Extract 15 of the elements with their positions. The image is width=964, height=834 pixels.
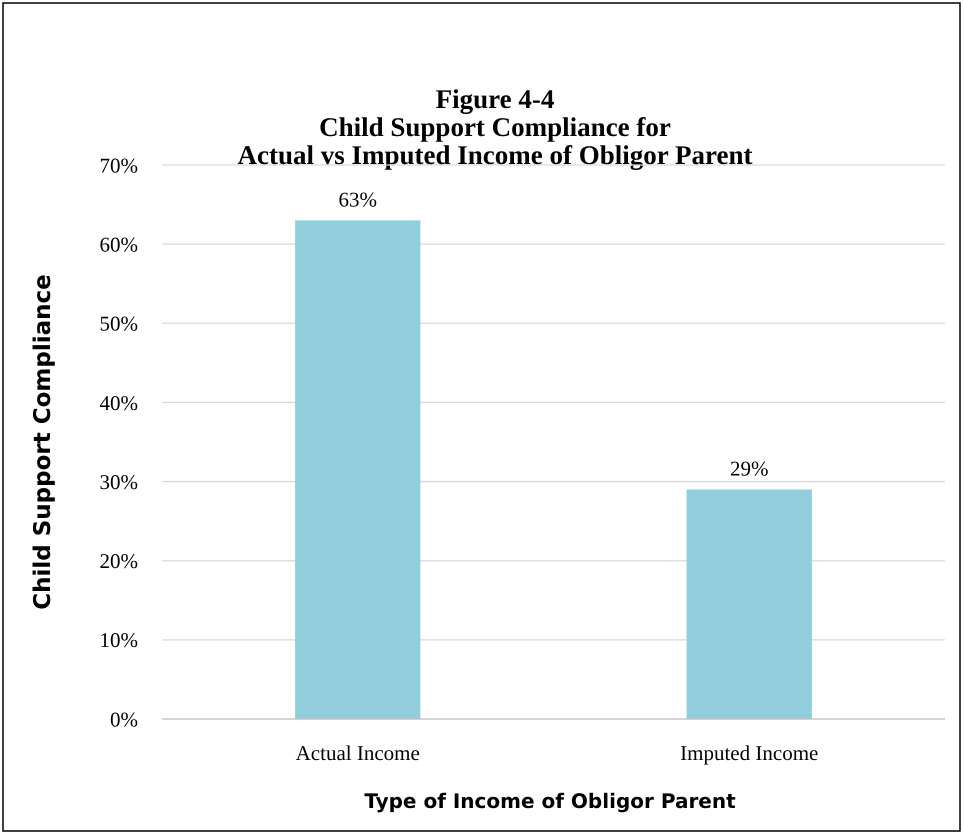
y-tick-label: 70% <box>100 153 138 178</box>
chart-title: Figure 4-4 Child Support Compliance for Actual vs Imputed Income of Obligor Parent <box>238 84 752 170</box>
y-tick-label: 20% <box>100 549 138 574</box>
data-label: 63% <box>338 187 377 212</box>
y-tick-label: 10% <box>100 628 138 652</box>
y-tick-label: 60% <box>100 232 138 256</box>
y-tick-label: 40% <box>100 390 138 415</box>
x-axis-title: Type of Income of Obligor Parent <box>364 789 736 813</box>
x-tick-label: Actual Income <box>296 741 420 765</box>
y-axis-title: Child Support Compliance <box>30 274 56 610</box>
y-tick-label: 0% <box>110 707 138 732</box>
x-tick-label: Imputed Income <box>680 741 818 765</box>
y-tick-label: 50% <box>100 312 138 336</box>
data-label: 29% <box>730 456 768 480</box>
y-tick-label: 30% <box>100 470 138 494</box>
